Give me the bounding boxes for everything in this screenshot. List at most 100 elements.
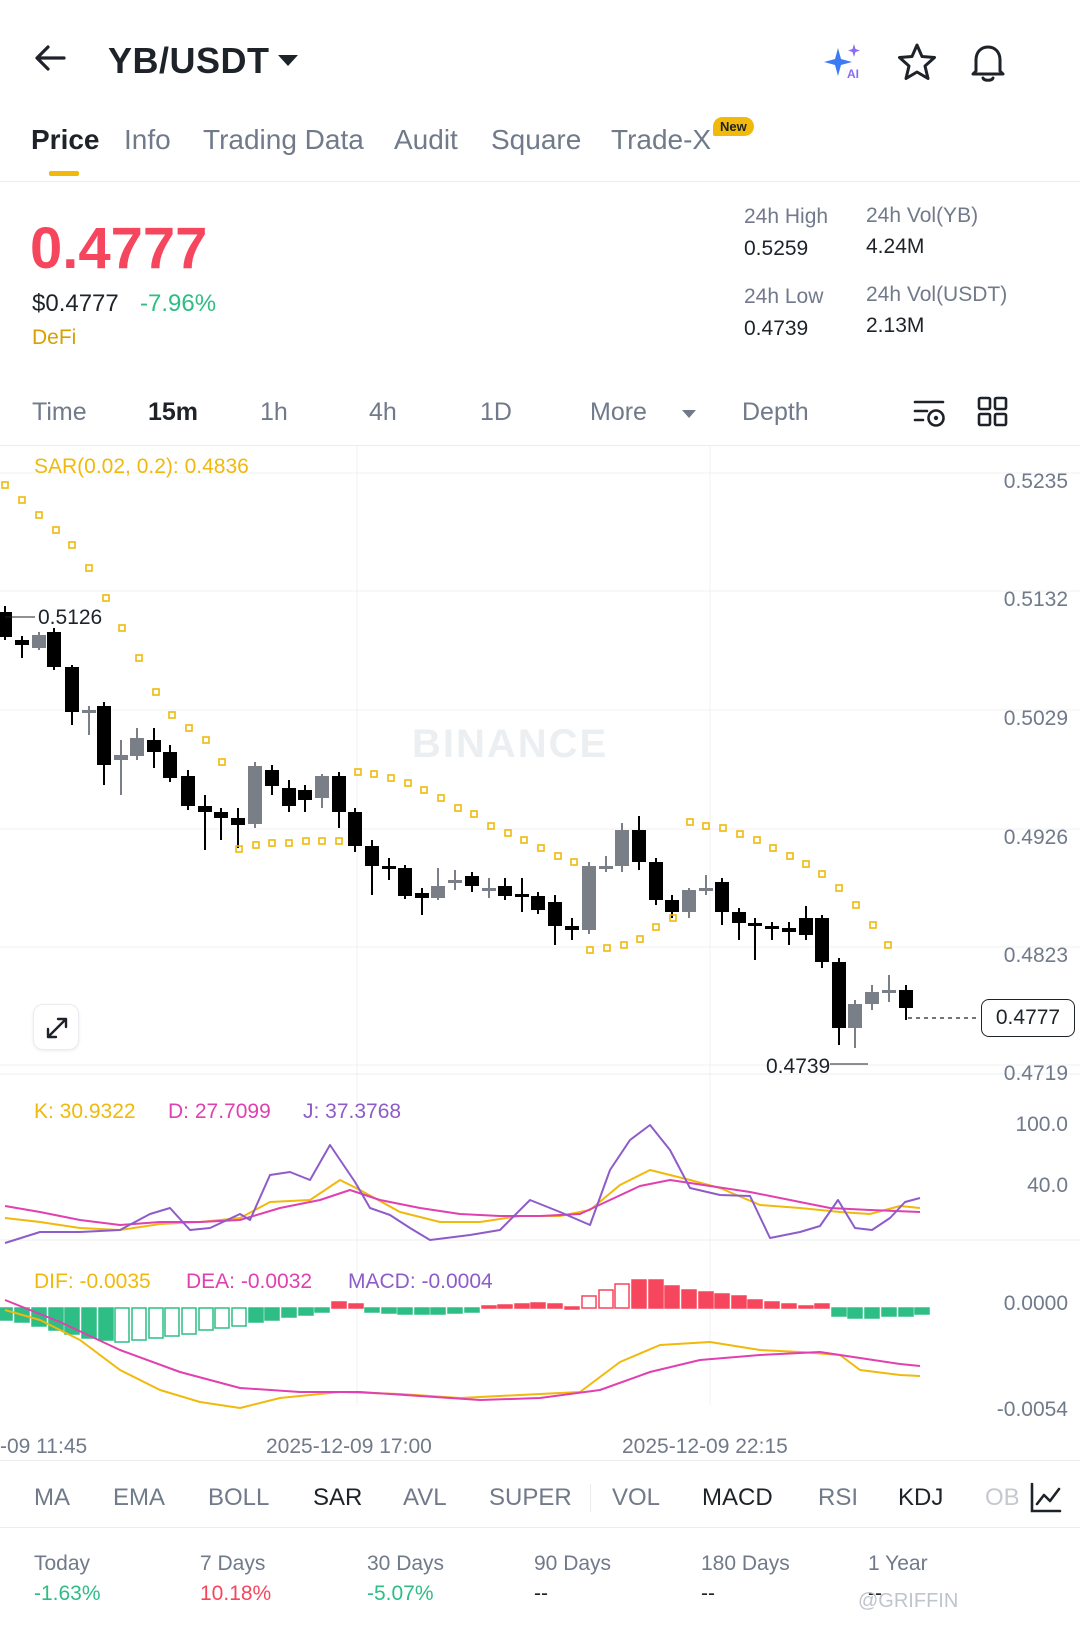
macd-histogram-bar	[847, 1307, 863, 1319]
period-label-1y: 1 Year	[868, 1552, 928, 1575]
period-label-180d: 180 Days	[701, 1552, 790, 1575]
timeframe-15m[interactable]: 15m	[148, 398, 199, 426]
indicator-chart-icon[interactable]	[1028, 1480, 1064, 1516]
macd-histogram-bar	[48, 1307, 64, 1331]
candle-body	[665, 900, 679, 912]
macd-histogram-bar	[231, 1307, 247, 1327]
candle-body	[465, 876, 479, 886]
macd-histogram-bar	[131, 1307, 147, 1341]
indicator-tab-avl[interactable]: AVL	[403, 1484, 447, 1511]
sar-dot	[35, 511, 43, 519]
macd-axis-label: 0.0000	[1003, 1292, 1068, 1315]
period-label-7d: 7 Days	[200, 1552, 266, 1575]
chevron-down-icon[interactable]	[682, 410, 696, 418]
sar-dot	[603, 944, 611, 952]
candle-body	[282, 788, 296, 806]
candle-body	[147, 740, 161, 752]
tab-info[interactable]: Info	[124, 124, 171, 155]
low-24h-label: 24h Low	[744, 285, 824, 308]
sar-dot	[437, 794, 445, 802]
exchange-watermark: BINANCE	[412, 722, 609, 766]
indicator-tab-rsi[interactable]: RSI	[818, 1484, 859, 1511]
price-axis-label: 0.5132	[1003, 588, 1068, 611]
candle-body	[765, 926, 779, 929]
macd-histogram-bar	[214, 1307, 230, 1329]
macd-histogram-bar	[64, 1307, 80, 1335]
timeframe-depth[interactable]: Depth	[742, 398, 809, 426]
macd-histogram-bar	[114, 1307, 130, 1343]
candle-body	[248, 766, 262, 824]
macd-histogram-bar	[98, 1307, 114, 1341]
indicator-tab-macd[interactable]: MACD	[702, 1484, 773, 1511]
candle-body	[782, 928, 796, 932]
period-label-today: Today	[34, 1552, 91, 1575]
candle-body	[65, 667, 79, 712]
price-change: -7.96%	[140, 290, 217, 317]
timeframe-more[interactable]: More	[590, 398, 647, 426]
kdj-d-line	[4, 1179, 921, 1226]
sar-dot	[869, 921, 877, 929]
tab-trading-data[interactable]: Trading Data	[203, 124, 364, 155]
sar-dot	[285, 839, 293, 847]
timeframe-time[interactable]: Time	[32, 398, 87, 426]
fullscreen-button[interactable]	[33, 1004, 79, 1050]
star-icon[interactable]	[895, 40, 939, 84]
indicator-tab-sar[interactable]: SAR	[313, 1484, 363, 1511]
macd-histogram-bar	[747, 1299, 763, 1309]
macd-histogram-bar	[831, 1307, 847, 1317]
usd-price: $0.4777	[32, 290, 119, 317]
tab-trade-x[interactable]: Trade-X	[611, 124, 712, 155]
macd-histogram-bar	[248, 1307, 264, 1323]
candlestick-chart[interactable]	[0, 445, 1080, 1430]
timeframe-1h[interactable]: 1h	[260, 398, 288, 426]
candle-body	[114, 755, 128, 760]
tab-square[interactable]: Square	[491, 124, 582, 155]
timeframe-1d[interactable]: 1D	[480, 398, 512, 426]
sar-dot	[354, 768, 362, 776]
tab-audit[interactable]: Audit	[394, 124, 458, 155]
bell-icon[interactable]	[966, 40, 1010, 84]
sar-dot	[570, 858, 578, 866]
indicator-tab-kdj[interactable]: KDJ	[898, 1484, 944, 1511]
sar-dot	[135, 654, 143, 662]
indicator-tab-vol[interactable]: VOL	[612, 1484, 661, 1511]
indicator-tab-ma[interactable]: MA	[34, 1484, 70, 1511]
kdj-j-line	[4, 1124, 921, 1244]
indicator-settings-icon[interactable]	[913, 396, 947, 430]
back-arrow-icon[interactable]	[30, 38, 70, 78]
sar-dot	[852, 901, 860, 909]
corner-watermark: @GRIFFIN	[858, 1590, 959, 1612]
indicator-tab-super[interactable]: SUPER	[489, 1484, 572, 1511]
sar-dot	[302, 837, 310, 845]
low-price-marker: 0.4739	[766, 1055, 831, 1078]
high-price-marker: 0.5126	[38, 606, 103, 629]
macd-axis-label: -0.0054	[996, 1398, 1068, 1421]
tab-price[interactable]: Price	[31, 124, 100, 155]
sar-dot	[537, 844, 545, 852]
trading-pair-title[interactable]: YB/USDT	[108, 40, 270, 81]
kdj-d-label: D: 27.7099	[168, 1100, 271, 1123]
sar-dot	[786, 852, 794, 860]
candle-body	[799, 918, 813, 935]
indicator-tab-ema[interactable]: EMA	[113, 1484, 166, 1511]
price-axis-label: 0.4926	[1003, 826, 1068, 849]
expand-icon	[46, 1017, 68, 1039]
candle-body	[848, 1004, 862, 1028]
period-value-30d: -5.07%	[367, 1582, 434, 1605]
macd-histogram-bar	[348, 1303, 364, 1309]
sar-dot	[753, 836, 761, 844]
candle-body	[448, 880, 462, 883]
category-tag[interactable]: DeFi	[32, 326, 77, 349]
ai-sparkle-icon[interactable]: AI	[822, 40, 866, 84]
chevron-down-icon[interactable]	[278, 55, 298, 66]
layout-grid-icon[interactable]	[977, 396, 1009, 428]
indicator-tab-obv[interactable]: OB	[985, 1484, 1020, 1511]
indicator-tab-boll[interactable]: BOLL	[208, 1484, 270, 1511]
sar-dot	[769, 844, 777, 852]
sar-dot	[586, 946, 594, 954]
macd-histogram-bar	[881, 1307, 897, 1317]
sar-dot	[470, 810, 478, 818]
timeframe-4h[interactable]: 4h	[369, 398, 397, 426]
sar-dot	[318, 837, 326, 845]
low-24h-value: 0.4739	[744, 317, 809, 340]
